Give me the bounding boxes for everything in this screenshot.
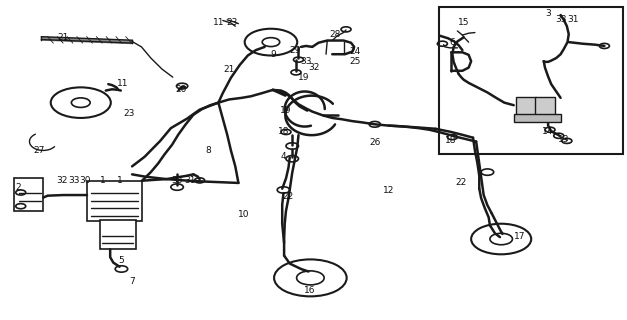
Text: 21: 21 — [223, 65, 234, 74]
Text: 19: 19 — [298, 73, 309, 82]
Text: 16: 16 — [304, 286, 315, 295]
Bar — [14, 178, 43, 211]
Bar — [439, 7, 623, 154]
Circle shape — [517, 98, 535, 107]
Text: 23: 23 — [124, 109, 135, 118]
Text: 11: 11 — [213, 19, 224, 28]
Text: 20: 20 — [175, 85, 187, 94]
Text: 22: 22 — [283, 192, 294, 201]
Text: 19: 19 — [280, 106, 291, 115]
Bar — [87, 181, 142, 220]
Text: 21: 21 — [58, 33, 69, 42]
Text: 7: 7 — [129, 276, 135, 285]
Circle shape — [536, 98, 554, 107]
Text: 24: 24 — [349, 47, 361, 56]
Bar — [535, 97, 555, 121]
Text: 25: 25 — [349, 57, 361, 66]
Text: 14: 14 — [542, 127, 554, 136]
Text: 32: 32 — [308, 63, 319, 72]
Text: 26: 26 — [369, 138, 381, 147]
Text: 1: 1 — [100, 176, 105, 185]
Text: 33: 33 — [300, 57, 312, 66]
Text: 27: 27 — [34, 146, 45, 155]
Bar — [100, 220, 136, 249]
Text: 9: 9 — [270, 50, 276, 59]
Text: 10: 10 — [238, 210, 249, 219]
Text: 28: 28 — [330, 30, 341, 39]
Text: 31: 31 — [567, 15, 579, 24]
Text: 3: 3 — [545, 9, 551, 18]
Text: 12: 12 — [383, 186, 394, 195]
Text: 18: 18 — [445, 136, 457, 145]
Bar — [514, 115, 561, 123]
Text: 15: 15 — [458, 19, 470, 28]
Text: 33: 33 — [69, 176, 80, 185]
Text: 6: 6 — [450, 38, 455, 47]
Text: 11: 11 — [117, 79, 129, 88]
Text: 33: 33 — [555, 15, 566, 24]
Text: 29: 29 — [289, 45, 300, 55]
Bar — [516, 97, 536, 121]
Text: 30: 30 — [80, 176, 91, 185]
Text: 4: 4 — [281, 152, 287, 161]
Text: 31: 31 — [184, 176, 196, 185]
Text: 33: 33 — [171, 176, 183, 185]
Text: 23: 23 — [226, 19, 238, 28]
Text: 5: 5 — [119, 256, 124, 265]
Text: 17: 17 — [514, 232, 525, 241]
Text: 22: 22 — [455, 178, 466, 187]
Text: 2: 2 — [16, 183, 21, 192]
Text: 13: 13 — [558, 135, 569, 144]
Text: 1: 1 — [117, 176, 122, 185]
Text: 8: 8 — [206, 146, 211, 155]
Text: 18: 18 — [278, 127, 289, 136]
Text: 32: 32 — [56, 176, 68, 185]
